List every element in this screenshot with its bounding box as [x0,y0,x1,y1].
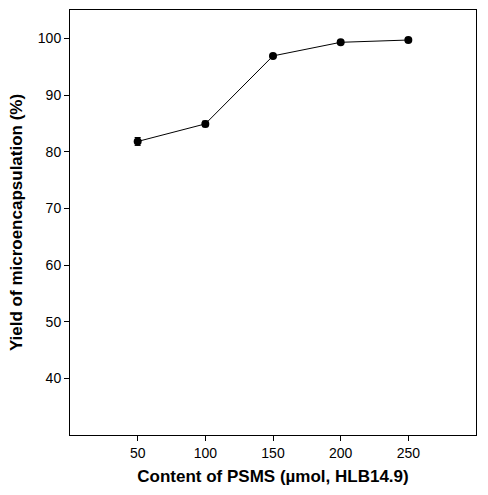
svg-text:40: 40 [46,370,62,386]
svg-text:50: 50 [46,314,62,330]
svg-text:200: 200 [329,445,353,461]
svg-text:Content of PSMS (µmol, HLB14.9: Content of PSMS (µmol, HLB14.9) [137,467,408,486]
svg-text:50: 50 [130,445,146,461]
svg-text:70: 70 [46,200,62,216]
svg-text:Yield of microencapsulation (%: Yield of microencapsulation (%) [7,94,26,351]
svg-text:100: 100 [194,445,218,461]
svg-text:90: 90 [46,87,62,103]
svg-text:150: 150 [261,445,285,461]
svg-text:80: 80 [46,144,62,160]
svg-text:250: 250 [397,445,421,461]
svg-text:100: 100 [38,30,62,46]
svg-text:60: 60 [46,257,62,273]
